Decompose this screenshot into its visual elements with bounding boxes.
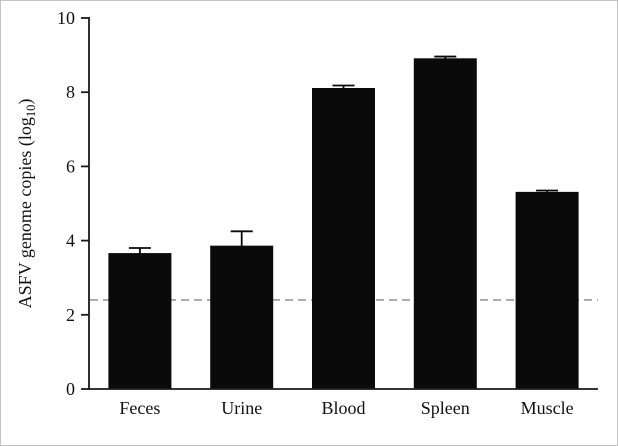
y-tick-label-8: 8: [66, 82, 75, 102]
bar-muscle: [515, 191, 579, 390]
y-tick-label-0: 0: [66, 379, 75, 399]
bar-feces: [108, 253, 172, 390]
x-label-urine: Urine: [221, 398, 262, 418]
x-label-muscle: Muscle: [521, 398, 574, 418]
bar-urine: [210, 245, 274, 390]
y-axis-title: ASFV genome copies (log10): [15, 99, 38, 309]
y-tick-label-6: 6: [66, 156, 75, 176]
x-label-blood: Blood: [321, 398, 365, 418]
bar-spleen: [413, 58, 477, 390]
x-label-feces: Feces: [119, 398, 160, 418]
y-tick-label-10: 10: [57, 8, 75, 28]
y-tick-label-2: 2: [66, 305, 75, 325]
x-label-spleen: Spleen: [421, 398, 470, 418]
y-tick-label-4: 4: [66, 231, 75, 251]
bar-blood: [312, 87, 375, 390]
